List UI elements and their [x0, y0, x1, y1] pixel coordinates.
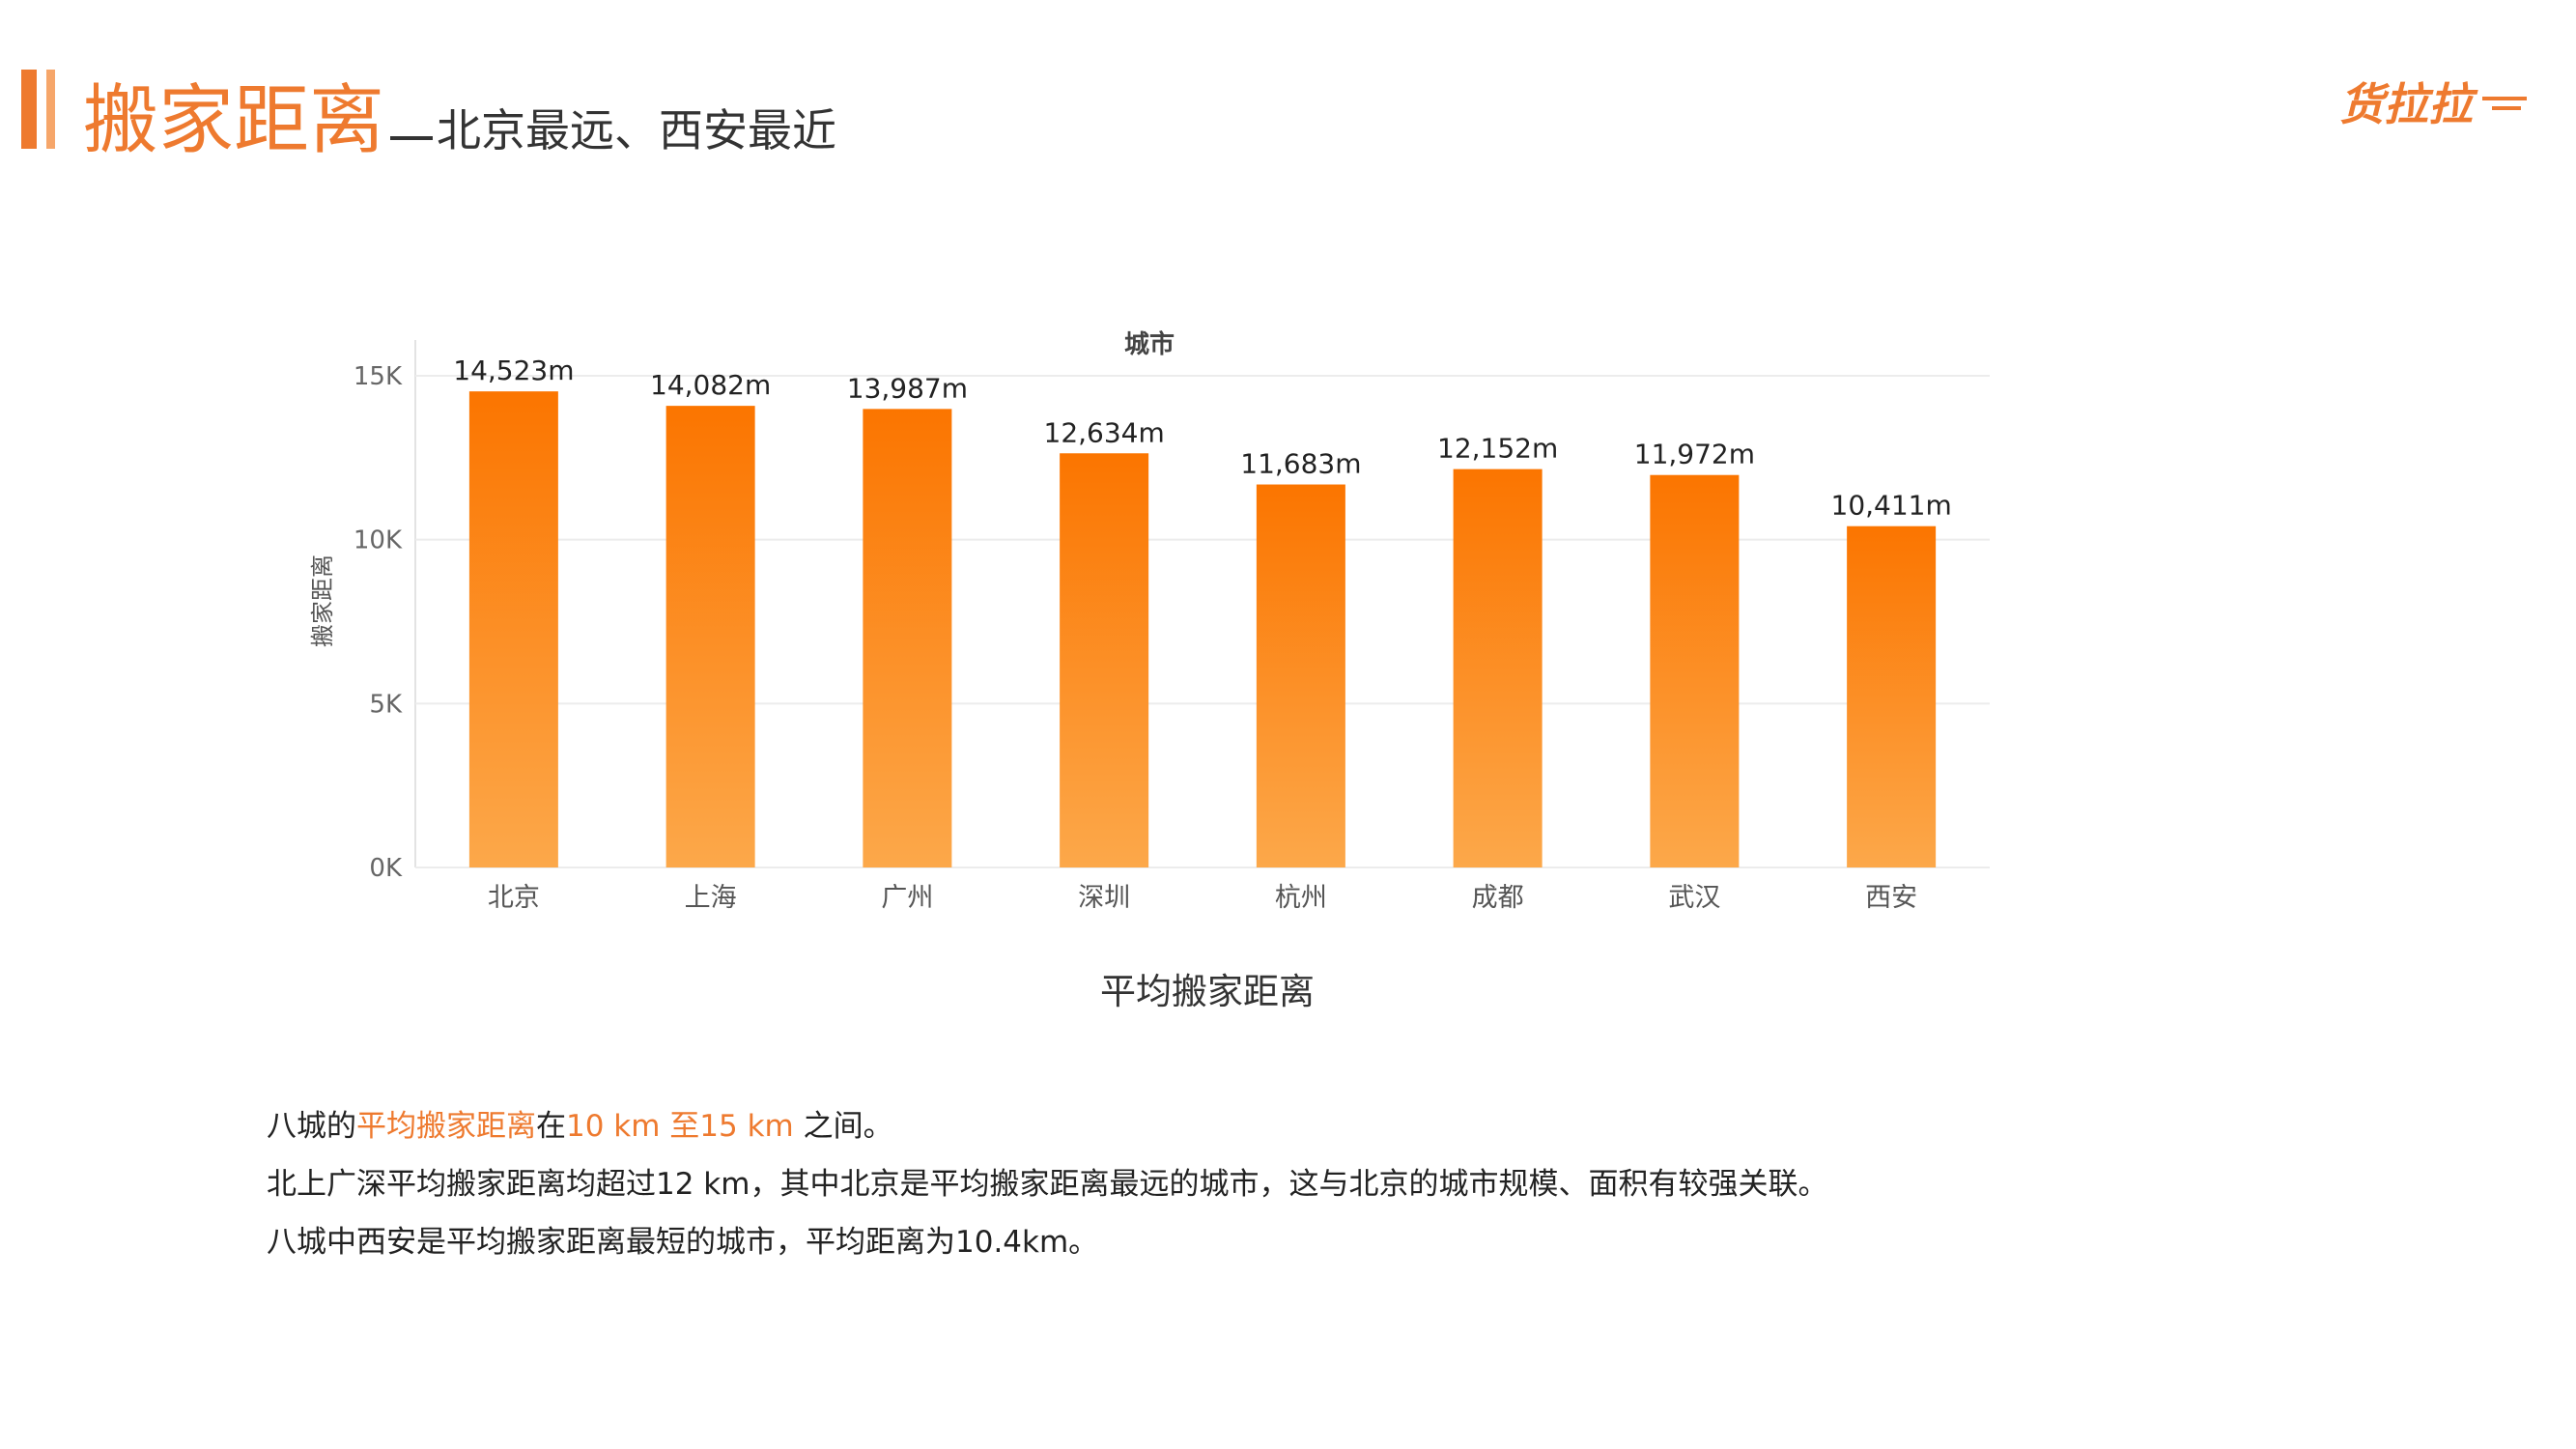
brand-logo-text: 货拉拉: [2339, 78, 2478, 130]
summary-line-1: 八城的平均搬家距离在10 km 至15 km 之间。: [267, 1109, 893, 1144]
x-tick-label: 杭州: [1275, 883, 1327, 913]
highlight-metric: 平均搬家距离: [356, 1109, 536, 1144]
x-tick-label: 北京: [488, 883, 540, 913]
bar: [468, 391, 558, 867]
title-accent-bars: [21, 70, 60, 149]
data-label: 11,683m: [1240, 448, 1361, 480]
data-label: 11,972m: [1634, 439, 1755, 470]
brand-logo: 货拉拉: [2339, 78, 2527, 130]
data-label: 12,152m: [1437, 433, 1558, 465]
data-label: 13,987m: [847, 372, 968, 404]
x-tick-label: 上海: [685, 883, 737, 913]
bar: [863, 409, 952, 867]
chart-caption: 平均搬家距离: [1100, 971, 1315, 1012]
data-label: 14,082m: [650, 369, 771, 401]
chart-title: 城市: [1124, 329, 1175, 359]
data-label: 14,523m: [453, 355, 574, 386]
bar: [1453, 469, 1543, 867]
page-subtitle: 北京最远、西安最近: [437, 104, 837, 156]
bar: [1060, 453, 1149, 867]
x-tick-label: 深圳: [1078, 883, 1130, 913]
data-label: 10,411m: [1831, 490, 1952, 522]
summary-line-2: 北上广深平均搬家距离均超过12 km，其中北京是平均搬家距离最远的城市，这与北京…: [267, 1167, 1828, 1202]
x-tick-label: 武汉: [1668, 883, 1720, 913]
x-tick-label: 广州: [881, 883, 933, 913]
page-title: 搬家距离 北京最远、西安最近: [83, 60, 836, 168]
x-tick-label: 西安: [1865, 883, 1917, 913]
y-tick-label: 10K: [354, 526, 403, 555]
data-label: 12,634m: [1044, 416, 1165, 448]
y-tick-label: 5K: [369, 690, 403, 719]
y-tick-label: 0K: [369, 854, 403, 883]
title-dash: [390, 135, 434, 140]
bar: [1256, 484, 1345, 867]
x-tick-label: 成都: [1472, 883, 1524, 913]
highlight-range: 10 km 至15 km: [566, 1109, 794, 1144]
bar: [1650, 474, 1740, 867]
page-title-main: 搬家距离: [83, 77, 385, 164]
y-axis-label: 搬家距离: [309, 554, 336, 647]
bar: [665, 406, 755, 867]
bar: [1847, 526, 1937, 867]
summary-line-3: 八城中西安是平均搬家距离最短的城市，平均距离为10.4km。: [267, 1225, 1099, 1260]
y-tick-label: 15K: [354, 362, 403, 391]
